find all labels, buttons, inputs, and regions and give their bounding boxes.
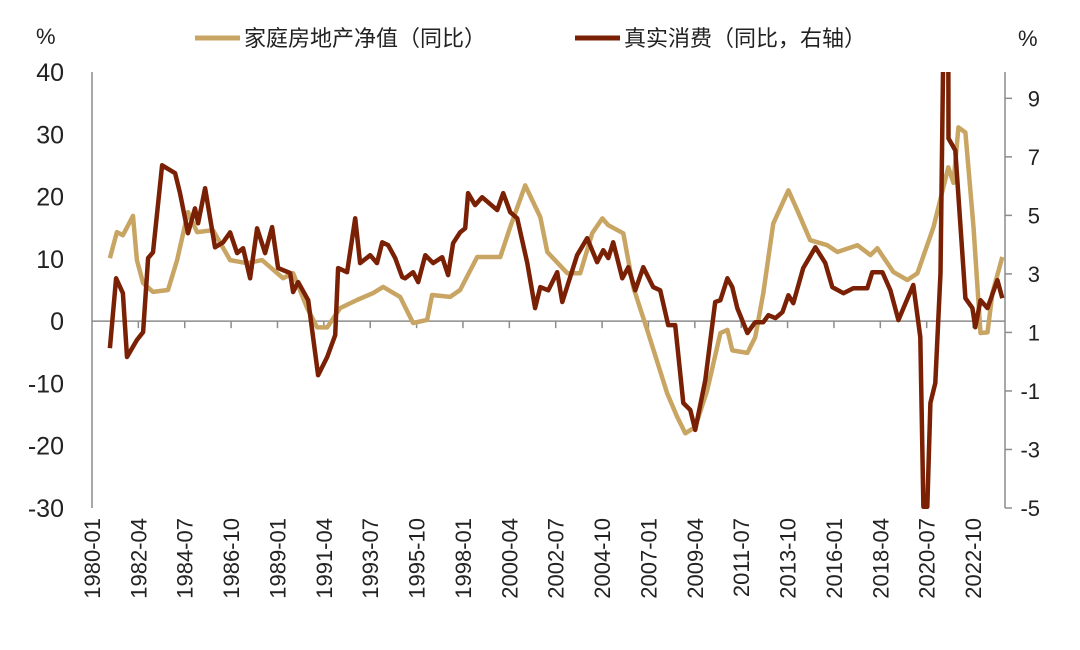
- x-tick-label: 1998-01: [451, 518, 476, 599]
- x-tick-label: 1989-01: [265, 518, 290, 599]
- series-line-house-net-worth: [107, 125, 1005, 436]
- series-line-real-consumption: [107, 72, 1005, 509]
- x-tick-label: 1986-10: [219, 518, 244, 599]
- left-axis-unit: %: [36, 24, 56, 49]
- x-tick-label: 1982-04: [126, 518, 151, 599]
- x-tick-label: 2013-10: [776, 518, 801, 599]
- x-tick-label: 2004-10: [590, 518, 615, 599]
- right-tick-label: 5: [1028, 203, 1040, 228]
- left-tick-label: 30: [36, 121, 64, 149]
- x-tick-label: 2000-04: [497, 518, 522, 599]
- right-tick-label: -3: [1020, 437, 1040, 462]
- right-tick-label: -1: [1020, 379, 1040, 404]
- right-tick-label: 1: [1028, 320, 1040, 345]
- right-tick-label: -5: [1020, 496, 1040, 521]
- x-tick-label: 1995-10: [405, 518, 430, 599]
- left-tick-label: -10: [28, 370, 64, 398]
- x-tick-label: 1991-04: [312, 518, 337, 599]
- left-tick-label: 10: [36, 246, 64, 274]
- left-tick-label: -30: [28, 495, 64, 523]
- x-tick-label: 2002-07: [544, 518, 569, 599]
- left-tick-label: 20: [36, 184, 64, 212]
- left-tick-label: 40: [36, 59, 64, 87]
- legend-label-house-net-worth: 家庭房地产净值（同比）: [244, 26, 486, 51]
- right-tick-label: 7: [1028, 145, 1040, 170]
- x-tick-label: 2011-07: [729, 518, 754, 597]
- right-axis-unit: %: [1018, 26, 1038, 51]
- right-tick-label: 3: [1028, 262, 1040, 287]
- x-tick-label: 2020-07: [915, 518, 940, 599]
- x-tick-label: 2009-04: [683, 518, 708, 599]
- x-tick-label: 2022-10: [961, 518, 986, 599]
- x-tick-label: 1993-07: [358, 518, 383, 599]
- legend: 家庭房地产净值（同比） 真实消费（同比，右轴）: [195, 26, 866, 51]
- x-tick-label: 2016-01: [822, 518, 847, 599]
- x-tick-label: 1980-01: [80, 518, 105, 599]
- left-tick-label: -20: [28, 433, 64, 461]
- x-tick-label: 1984-07: [173, 518, 198, 599]
- x-tick-label: 2007-01: [636, 518, 661, 599]
- legend-label-real-consumption: 真实消费（同比，右轴）: [624, 26, 866, 51]
- x-tick-label: 2018-04: [868, 518, 893, 599]
- right-tick-label: 9: [1028, 86, 1040, 111]
- left-tick-label: 0: [50, 308, 64, 336]
